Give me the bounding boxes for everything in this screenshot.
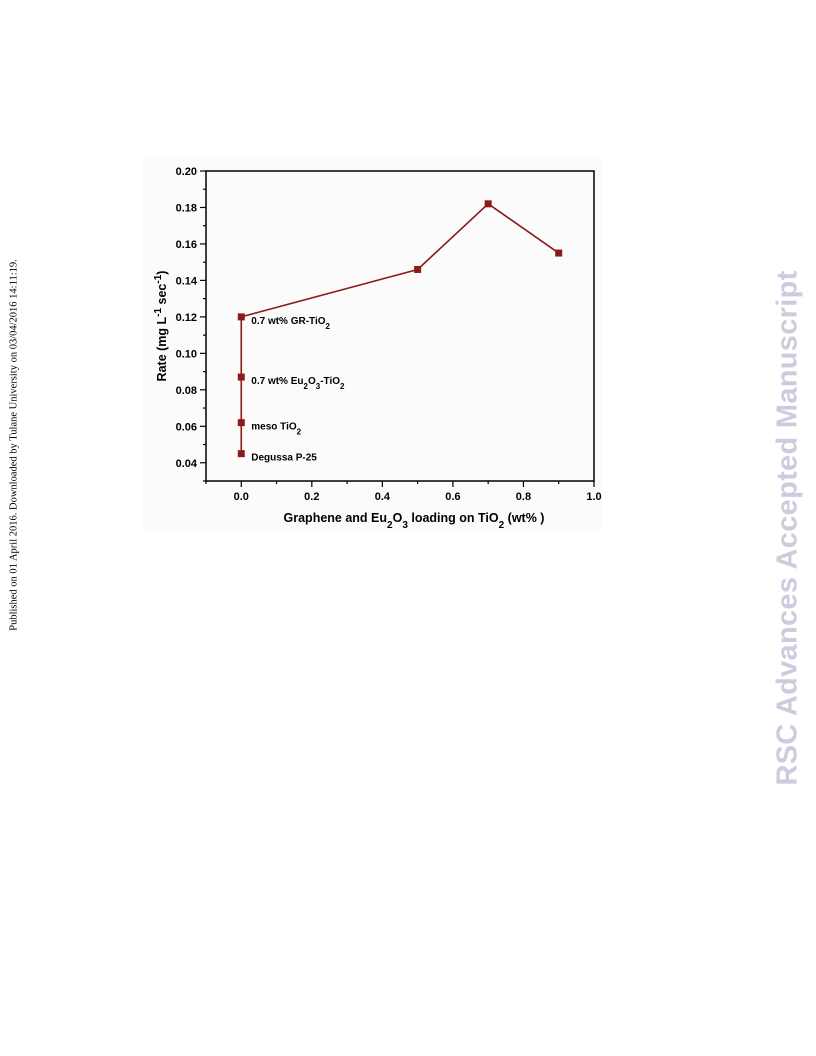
y-axis-ticks: 0.04 0.06 0.08 0.10 0.12 0.14 0.16 0.18 0.20 bbox=[176, 166, 206, 482]
point-annotation: meso TiO2 bbox=[251, 422, 301, 437]
x-tick-label: 1.0 bbox=[586, 491, 601, 503]
y-tick-label: 0.08 bbox=[176, 385, 197, 397]
point-labels: Degussa P-25 meso TiO2 0.7 wt% Eu2O3-TiO2 0… bbox=[251, 316, 345, 464]
x-tick-label: 0.4 bbox=[375, 491, 391, 503]
y-tick-label: 0.12 bbox=[176, 312, 197, 324]
plot-frame bbox=[205, 170, 595, 482]
series-layer bbox=[237, 200, 563, 458]
y-tick-label: 0.18 bbox=[176, 202, 197, 214]
x-tick-label: 0.8 bbox=[516, 491, 531, 503]
data-point bbox=[414, 265, 422, 273]
data-point bbox=[484, 200, 492, 208]
y-axis-title: Rate (mg L-1 sec-1) bbox=[153, 271, 170, 382]
y-tick-label: 0.06 bbox=[176, 421, 197, 433]
chart-background bbox=[143, 158, 603, 530]
y-tick-label: 0.14 bbox=[176, 275, 198, 287]
data-point bbox=[237, 373, 245, 381]
data-point bbox=[237, 419, 245, 427]
x-tick-label: 0.2 bbox=[304, 491, 319, 503]
point-annotation: 0.7 wt% Eu2O3-TiO2 bbox=[251, 376, 345, 391]
point-annotation: 0.7 wt% GR-TiO2 bbox=[251, 316, 330, 331]
x-axis-ticks: 0.0 0.2 0.4 0.6 0.8 1.0 bbox=[205, 481, 602, 503]
y-tick-label: 0.10 bbox=[176, 348, 197, 360]
y-tick-label: 0.20 bbox=[176, 166, 197, 178]
point-annotation: Degussa P-25 bbox=[251, 453, 317, 464]
y-tick-label: 0.04 bbox=[176, 458, 198, 470]
x-tick-label: 0.0 bbox=[234, 491, 249, 503]
data-point bbox=[237, 313, 245, 321]
data-point bbox=[237, 450, 245, 458]
y-tick-label: 0.16 bbox=[176, 239, 197, 251]
x-axis-title: Graphene and Eu2O3 loading on TiO2 (wt% … bbox=[284, 511, 545, 531]
data-point bbox=[555, 249, 563, 257]
x-tick-label: 0.6 bbox=[445, 491, 460, 503]
